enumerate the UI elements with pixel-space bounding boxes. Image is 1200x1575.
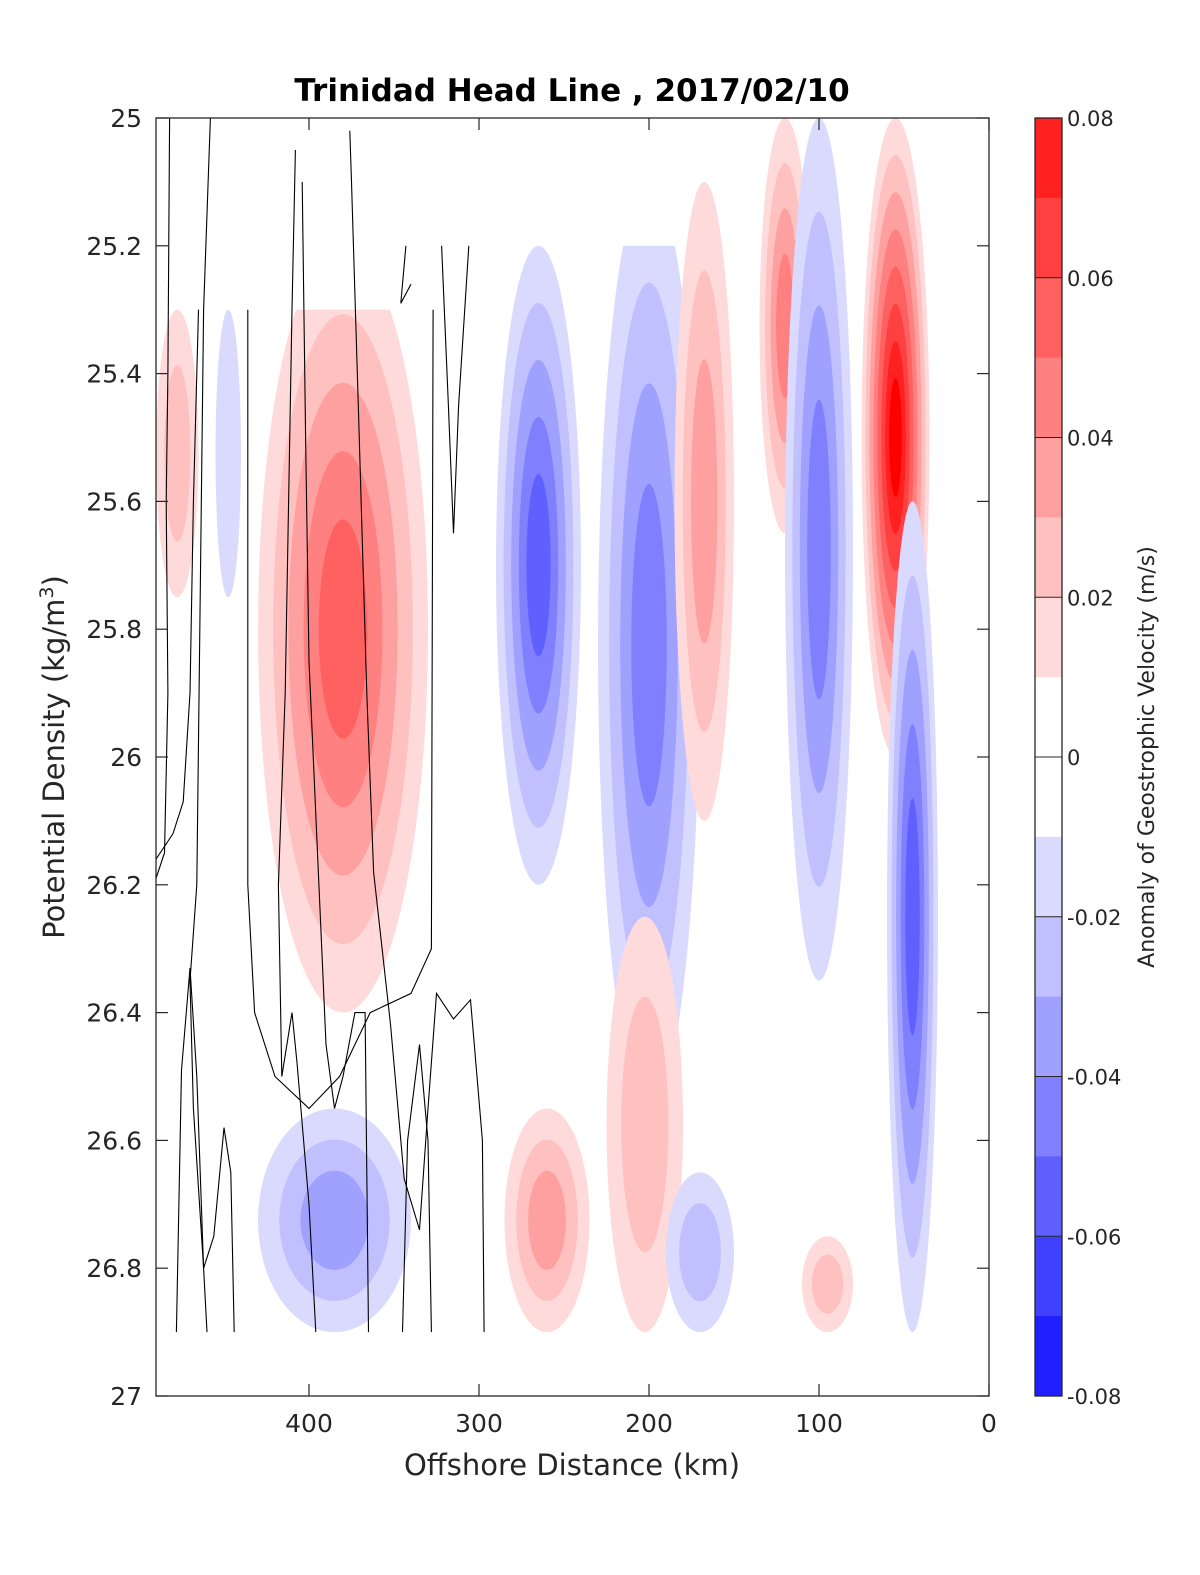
no-data-mask	[156, 1332, 989, 1396]
zero-contour	[441, 245, 470, 534]
anomaly-band	[807, 399, 831, 700]
colorbar-band	[1035, 1156, 1062, 1237]
anomaly-negative-10	[258, 1108, 411, 1333]
y-tick-label: 25.2	[86, 232, 142, 261]
y-tick-label: 26	[110, 743, 142, 772]
anomaly-band	[631, 484, 667, 807]
anomaly-band	[318, 519, 368, 739]
zero-contour	[156, 309, 200, 860]
colorbar-frame	[1034, 117, 1063, 1397]
colorbar-band	[1035, 277, 1062, 359]
anomaly-band	[164, 364, 191, 542]
colorbar-band	[1035, 357, 1062, 438]
anomaly-positive-14	[802, 1236, 853, 1333]
colorbar-band	[1035, 757, 1062, 838]
colorbar-band	[1035, 118, 1062, 199]
anomaly-band	[621, 996, 669, 1253]
y-tick-label: 26.8	[86, 1254, 142, 1283]
y-tick-label: 26.4	[86, 999, 142, 1028]
anomaly-negative-7	[785, 118, 853, 981]
no-data-mask	[683, 118, 751, 182]
y-axis-label-suffix: )	[37, 575, 71, 586]
colorbar-tick-label: -0.08	[1067, 1385, 1121, 1409]
colorbar-band	[1035, 836, 1062, 918]
colorbar-band	[1035, 1076, 1062, 1157]
anomaly-band	[811, 1254, 844, 1314]
y-tick-label: 25.8	[86, 615, 142, 644]
colorbar-tick-label: 0	[1067, 746, 1080, 770]
anomaly-negative-1	[215, 309, 241, 598]
zero-contour	[301, 181, 370, 1333]
colorbar-band	[1035, 597, 1062, 678]
anomaly-positive-2	[258, 245, 428, 1013]
no-data-mask	[156, 118, 462, 310]
colorbar-label: Anomaly of Geostrophic Velocity (m/s)	[1135, 546, 1160, 968]
y-tick-label: 25	[110, 104, 142, 133]
colorbar-band	[1035, 517, 1062, 598]
x-tick-label: 300	[455, 1409, 503, 1438]
colorbar-tick-label: 0.04	[1067, 427, 1114, 451]
y-tick-label: 27	[110, 1382, 142, 1411]
colorbar-tick-label: -0.06	[1067, 1225, 1121, 1249]
colorbar-band	[1035, 1236, 1062, 1317]
colorbar-tick-label: -0.02	[1067, 906, 1121, 930]
zero-contour	[175, 967, 208, 1333]
chart-title: Trinidad Head Line , 2017/02/10	[294, 73, 849, 109]
y-tick-label: 25.4	[86, 360, 142, 389]
x-tick-label: 200	[625, 1409, 673, 1438]
colorbar-band	[1035, 996, 1062, 1077]
zero-contour	[400, 245, 412, 304]
x-axis: 400 300 200 100 0	[285, 118, 997, 1438]
colorbar-band	[1035, 437, 1062, 518]
y-axis-label-superscript: 3	[36, 586, 58, 598]
colorbar-tick-label: 0.02	[1067, 586, 1114, 610]
colorbar-tick-label: -0.04	[1067, 1066, 1121, 1090]
anomaly-negative-3	[496, 245, 581, 885]
anomaly-negative-13	[666, 1172, 734, 1333]
colorbar-band	[1035, 197, 1062, 279]
colorbar-tick-label: 0.06	[1067, 267, 1114, 291]
y-tick-label: 26.2	[86, 871, 142, 900]
anomaly-band	[300, 1170, 369, 1270]
zero-contour	[401, 1044, 432, 1333]
x-axis-label: Offshore Distance (km)	[404, 1448, 740, 1482]
x-tick-label: 0	[981, 1409, 997, 1438]
zero-contour	[189, 118, 235, 1333]
y-axis-label-main: Potential Density (kg/m	[37, 599, 71, 939]
anomaly-positive-12	[606, 916, 683, 1333]
x-tick-label: 100	[795, 1409, 843, 1438]
anomaly-band	[526, 474, 551, 657]
y-tick-label: 25.6	[86, 487, 142, 516]
anomaly-positive-11	[504, 1108, 590, 1333]
y-axis-label: Potential Density (kg/m3)	[36, 575, 71, 939]
zero-contour	[349, 130, 485, 1333]
no-data-mask	[462, 118, 683, 246]
colorbar-tick-label: 0.08	[1067, 107, 1114, 131]
y-tick-label: 26.6	[86, 1126, 142, 1155]
colorbar-band	[1035, 1316, 1062, 1397]
anomaly-band	[691, 359, 718, 644]
zero-contours	[156, 118, 485, 1333]
anomaly-band	[889, 378, 902, 497]
zero-contour	[277, 149, 317, 1333]
anomaly-positive-5	[674, 181, 734, 821]
colorbar: 0.08 0.06 0.04 0.02 0 -0.02 -0.04 -0.06 -0.08	[1035, 107, 1121, 1409]
anomaly-negative-9	[887, 501, 938, 1333]
zero-contour	[247, 309, 434, 1110]
colorbar-band	[1035, 916, 1062, 998]
anomaly-band	[905, 798, 920, 1036]
plot-area	[156, 118, 989, 1396]
anomaly-band	[528, 1170, 566, 1270]
zero-contour	[156, 118, 171, 879]
anomaly-band	[679, 1203, 721, 1302]
y-axis: 25 25.2 25.4 25.6 25.8 26 26.2 26.4 26.6 26.8 27	[86, 104, 989, 1411]
colorbar-band	[1035, 677, 1062, 758]
x-tick-label: 400	[285, 1409, 333, 1438]
anomaly-band	[215, 309, 241, 598]
anomaly-negative-4	[598, 181, 700, 1109]
